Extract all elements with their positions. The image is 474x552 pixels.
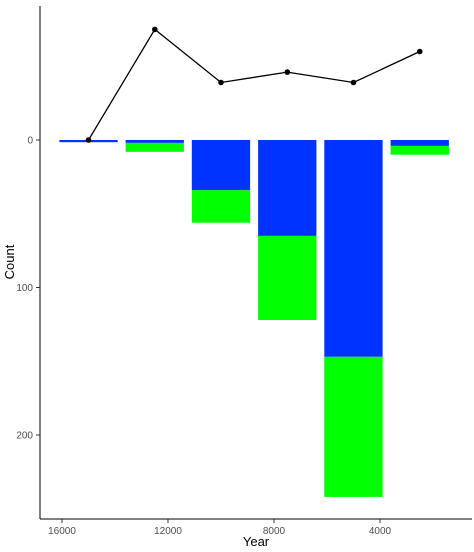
bar-1-segment-1 bbox=[125, 142, 184, 152]
line-point-1 bbox=[152, 26, 158, 33]
bar-5-segment-1 bbox=[390, 145, 449, 155]
line-point-0 bbox=[85, 137, 92, 143]
y-tick-label-200: 200 bbox=[16, 431, 33, 442]
bar-5-segment-0 bbox=[390, 140, 449, 146]
line-point-2 bbox=[218, 79, 224, 86]
bar-1-segment-0 bbox=[125, 140, 184, 143]
bar-3-segment-0 bbox=[258, 140, 317, 236]
line-point-3 bbox=[284, 69, 291, 75]
x-tick-label-8000: 8000 bbox=[263, 526, 286, 537]
x-tick-label-4000: 4000 bbox=[369, 526, 392, 537]
y-axis-ticks: 0 100 200 bbox=[16, 136, 40, 442]
bar-2-segment-1 bbox=[191, 190, 251, 223]
y-tick-label-100: 100 bbox=[16, 283, 33, 294]
line-layer bbox=[85, 26, 423, 143]
bar-4-segment-0 bbox=[324, 140, 383, 357]
x-axis-title: Year bbox=[243, 534, 270, 549]
series-line bbox=[87, 28, 421, 141]
bar-2-segment-0 bbox=[191, 140, 251, 191]
x-tick-label-12000: 12000 bbox=[154, 526, 182, 537]
bar-4-segment-1 bbox=[324, 356, 383, 497]
y-tick-label-0: 0 bbox=[27, 136, 33, 147]
x-tick-label-16000: 16000 bbox=[48, 526, 76, 537]
bar-3-segment-1 bbox=[258, 235, 317, 320]
x-axis-ticks: 16000 12000 8000 4000 bbox=[48, 519, 392, 537]
y-axis-title: Count bbox=[2, 244, 17, 279]
line-point-5 bbox=[417, 48, 423, 55]
bars-layer bbox=[59, 140, 449, 497]
line-point-4 bbox=[350, 79, 357, 86]
